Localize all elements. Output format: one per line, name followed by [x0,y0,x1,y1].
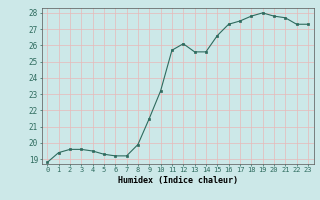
X-axis label: Humidex (Indice chaleur): Humidex (Indice chaleur) [118,176,237,185]
